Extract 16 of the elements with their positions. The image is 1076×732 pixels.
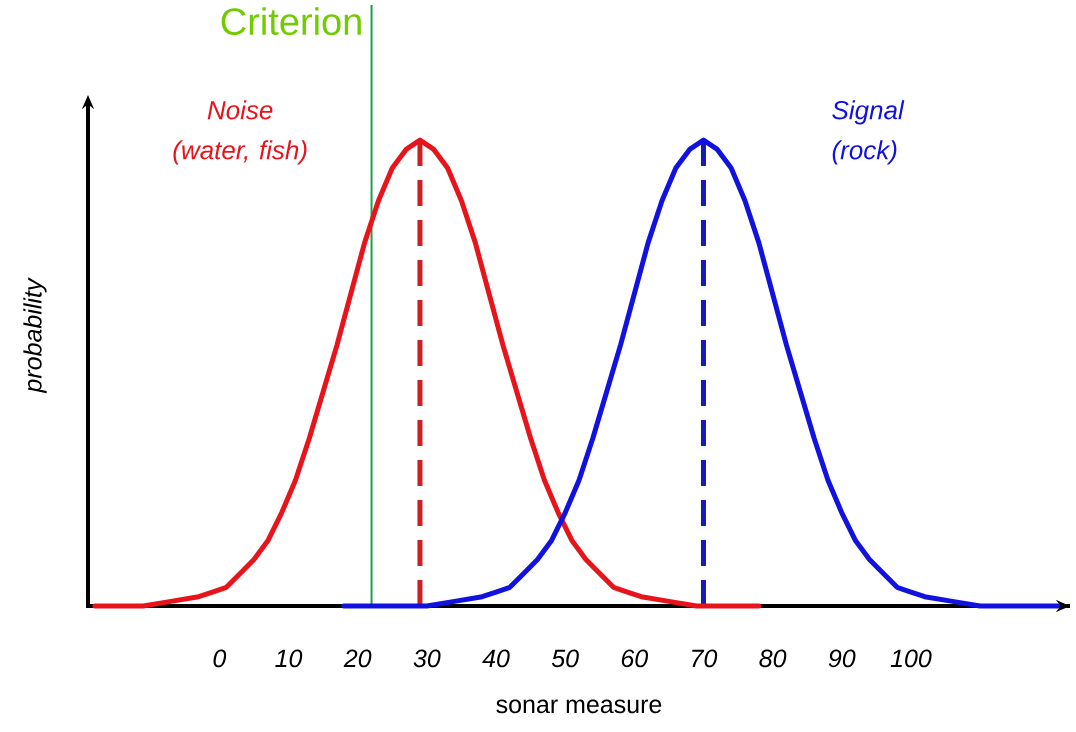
x-tick-label: 50 xyxy=(551,649,579,668)
x-axis-title: sonar measure xyxy=(496,699,662,714)
x-tick-label: 100 xyxy=(890,649,932,668)
x-tick-label: 20 xyxy=(343,649,372,668)
x-tick-label: 90 xyxy=(828,649,856,668)
ref-line-label: Criterion xyxy=(221,7,361,36)
x-tick-label: 0 xyxy=(213,649,227,668)
y-axis-title: probability xyxy=(23,277,47,394)
text: Signal (rock) xyxy=(832,100,905,165)
x-tick-label: 80 xyxy=(759,649,787,668)
x-tick-label: 40 xyxy=(482,649,510,668)
x-tick-label: 60 xyxy=(621,649,649,668)
x-tick-label: 10 xyxy=(275,649,303,668)
text: Noise (water, fish) xyxy=(173,100,307,165)
x-tick-label: 30 xyxy=(413,649,441,668)
x-tick-label: 70 xyxy=(692,649,718,668)
